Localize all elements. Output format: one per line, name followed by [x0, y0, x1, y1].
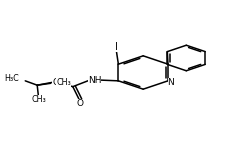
Text: N: N: [168, 78, 174, 87]
Text: O: O: [76, 99, 83, 108]
Text: I: I: [115, 42, 118, 52]
Text: CH₃: CH₃: [31, 95, 46, 104]
Text: H₃C: H₃C: [4, 74, 19, 83]
Text: NH: NH: [88, 76, 102, 85]
Text: O: O: [52, 78, 59, 87]
Text: CH₃: CH₃: [56, 78, 71, 87]
